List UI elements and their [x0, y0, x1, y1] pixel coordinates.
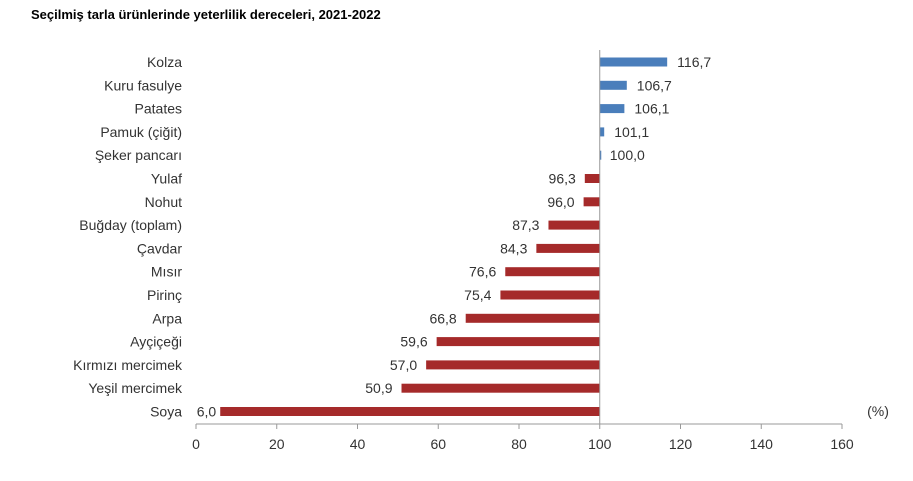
value-label: 116,7	[677, 54, 711, 70]
x-tick-label: 60	[430, 436, 446, 452]
value-label: 106,7	[637, 77, 672, 93]
category-label: Kolza	[147, 54, 182, 70]
category-label: Kuru fasulye	[104, 77, 182, 93]
x-tick-label: 80	[511, 436, 527, 452]
bar-2	[599, 104, 625, 114]
x-tick-label: 40	[350, 436, 366, 452]
bar-14	[401, 383, 600, 393]
value-label: 87,3	[512, 217, 539, 233]
category-label: Çavdar	[137, 240, 182, 256]
value-label: 57,0	[390, 357, 417, 373]
value-label: 50,9	[365, 380, 392, 396]
bar-6	[583, 197, 600, 207]
value-label: 66,8	[429, 310, 456, 326]
x-tick-label: 100	[588, 436, 612, 452]
category-label: Kırmızı mercimek	[73, 357, 183, 373]
chart-title: Seçilmiş tarla ürünlerinde yeterlilik de…	[31, 7, 381, 22]
value-labels-group: 116,7 106,7 106,1 101,1 100,0 96,3 96,0 87,3 84,…	[197, 54, 712, 420]
value-label: 100,0	[610, 147, 645, 163]
unit-label: (%)	[867, 403, 889, 419]
x-tick-label: 120	[669, 436, 693, 452]
value-label: 76,6	[469, 264, 496, 280]
category-label: Ayçiçeği	[130, 334, 182, 350]
axis-group: 0 20 40 60 80 100 120 140 160 (%)	[192, 50, 889, 452]
value-label: 59,6	[400, 334, 427, 350]
value-label: 96,3	[549, 171, 576, 187]
x-tick-label: 0	[192, 436, 200, 452]
category-label: Soya	[150, 404, 182, 420]
bar-0	[599, 57, 668, 67]
category-label: Pirinç	[147, 287, 182, 303]
bar-3	[599, 127, 605, 137]
category-label: Mısır	[151, 264, 182, 280]
category-label: Yeşil mercimek	[88, 380, 183, 396]
x-tick-label: 20	[269, 436, 285, 452]
bar-1	[599, 80, 627, 90]
category-labels-group: Kolza Kuru fasulye Patates Pamuk (çiğit) Şek…	[73, 54, 183, 420]
x-tick-label: 160	[830, 436, 854, 452]
category-label: Pamuk (çiğit)	[100, 124, 182, 140]
value-label: 106,1	[634, 101, 669, 117]
category-label: Nohut	[145, 194, 182, 210]
category-label: Yulaf	[151, 171, 182, 187]
bar-11	[465, 313, 600, 323]
value-label: 84,3	[500, 240, 527, 256]
bar-9	[505, 267, 600, 277]
category-label: Arpa	[152, 310, 182, 326]
value-label: 75,4	[464, 287, 491, 303]
value-label: 96,0	[547, 194, 574, 210]
bar-15	[220, 407, 600, 416]
bar-10	[500, 290, 600, 300]
bars-group	[220, 57, 668, 416]
value-label: 6,0	[197, 404, 217, 420]
bar-5	[584, 174, 600, 183]
category-label: Şeker pancarı	[95, 147, 182, 163]
bar-7	[548, 220, 600, 230]
category-label: Patates	[135, 101, 182, 117]
x-tick-label: 140	[750, 436, 774, 452]
bar-4	[599, 150, 602, 160]
bar-8	[536, 243, 600, 253]
bar-12	[436, 337, 600, 347]
category-label: Buğday (toplam)	[79, 217, 182, 233]
value-label: 101,1	[614, 124, 649, 140]
bar-13	[426, 360, 600, 370]
